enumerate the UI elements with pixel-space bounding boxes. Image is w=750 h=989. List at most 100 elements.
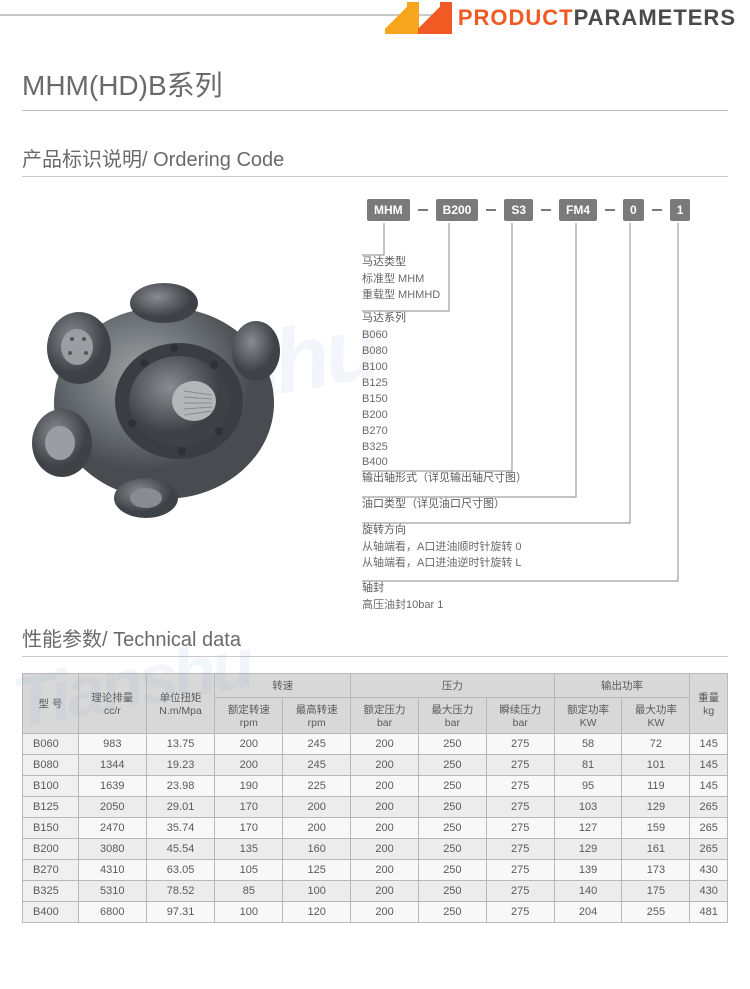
table-cell: 6800 — [78, 902, 146, 923]
spec-block-line: B100 — [362, 360, 406, 376]
spec-block-header: 马达类型 — [362, 255, 440, 271]
table-cell: 2470 — [78, 818, 146, 839]
table-cell: 35.74 — [146, 818, 215, 839]
banner: PRODUCT PARAMETERS — [0, 0, 750, 54]
table-cell: 81 — [554, 755, 622, 776]
table-cell: 78.52 — [146, 881, 215, 902]
table-cell: 200 — [283, 797, 351, 818]
table-cell: 29.01 — [146, 797, 215, 818]
motor-illustration — [14, 273, 304, 518]
tech-table-head: 型 号理论排量cc/r单位扭矩N.m/Mpa转速压力输出功率重量kg 额定转速r… — [23, 674, 728, 734]
code-box: S3 — [504, 199, 533, 221]
table-row: B080134419.2320024520025027581101145 — [23, 755, 728, 776]
spec-block-line: B270 — [362, 424, 406, 440]
table-cell: 19.23 — [146, 755, 215, 776]
table-cell: 1639 — [78, 776, 146, 797]
table-row: B200308045.54135160200250275129161265 — [23, 839, 728, 860]
code-dash — [418, 209, 428, 211]
table-cell: 161 — [622, 839, 690, 860]
table-cell: 430 — [690, 860, 728, 881]
table-cell: 5310 — [78, 881, 146, 902]
spec-block-line: B080 — [362, 344, 406, 360]
table-cell: 275 — [486, 818, 554, 839]
spec-block: 旋转方向从轴端看，A口进油顺时针旋转 0从轴端看，A口进油逆时针旋转 L — [362, 523, 522, 572]
spec-block-header: 旋转方向 — [362, 523, 522, 539]
code-box: 0 — [623, 199, 644, 221]
table-subheader: 最高转速rpm — [283, 698, 351, 734]
table-row: B125205029.01170200200250275103129265 — [23, 797, 728, 818]
spec-block-line: 标准型 MHM — [362, 272, 440, 288]
spec-block: 马达系列B060B080B100B125B150B200B270B325B400 — [362, 311, 406, 471]
table-cell: 200 — [351, 776, 419, 797]
banner-seg-red — [440, 2, 452, 34]
table-cell: 97.31 — [146, 902, 215, 923]
table-cell: 3080 — [78, 839, 146, 860]
table-cell: 250 — [418, 734, 486, 755]
spec-block-line: 重载型 MHMHD — [362, 288, 440, 304]
table-cell: 145 — [690, 734, 728, 755]
page-title: MHM(HD)B系列 — [22, 64, 728, 111]
spec-block-line: B060 — [362, 328, 406, 344]
table-subheader: 最大功率KW — [622, 698, 690, 734]
table-subheader: 额定功率KW — [554, 698, 622, 734]
banner-chevron-2 — [418, 2, 440, 34]
table-header: 转速 — [215, 674, 351, 698]
table-cell: 58 — [554, 734, 622, 755]
table-cell: 105 — [215, 860, 283, 881]
table-cell: 265 — [690, 797, 728, 818]
table-cell: 175 — [622, 881, 690, 902]
table-cell: 190 — [215, 776, 283, 797]
table-cell: 250 — [418, 776, 486, 797]
code-box: B200 — [436, 199, 479, 221]
table-cell: B200 — [23, 839, 79, 860]
table-subheader: 额定压力bar — [351, 698, 419, 734]
table-cell: 129 — [554, 839, 622, 860]
banner-title-accent: PRODUCT — [458, 5, 574, 31]
table-cell: 103 — [554, 797, 622, 818]
table-cell: 430 — [690, 881, 728, 902]
spec-block-header: 输出轴形式（详见输出轴尺寸图） — [362, 471, 527, 487]
table-cell: B125 — [23, 797, 79, 818]
spec-block-line: B400 — [362, 455, 406, 471]
tech-subtitle: 性能参数/ Technical data — [22, 623, 728, 657]
table-cell: 245 — [283, 755, 351, 776]
table-cell: 200 — [351, 818, 419, 839]
content-area: MHM(HD)B系列 产品标识说明/ Ordering Code Tianshu — [0, 64, 750, 923]
table-cell: 200 — [351, 881, 419, 902]
table-cell: 160 — [283, 839, 351, 860]
table-cell: 200 — [351, 902, 419, 923]
table-cell: 2050 — [78, 797, 146, 818]
table-header: 理论排量cc/r — [78, 674, 146, 734]
table-row: B150247035.74170200200250275127159265 — [23, 818, 728, 839]
tech-table-wrap: Tianshu 型 号理论排量cc/r单位扭矩N.m/Mpa转速压力输出功率重量… — [22, 673, 728, 923]
table-cell: 255 — [622, 902, 690, 923]
table-subheader: 最大压力bar — [418, 698, 486, 734]
table-cell: 23.98 — [146, 776, 215, 797]
table-subheader: 瞬续压力bar — [486, 698, 554, 734]
table-header: 型 号 — [23, 674, 79, 734]
code-box: FM4 — [559, 199, 597, 221]
table-cell: 275 — [486, 734, 554, 755]
spec-block: 油口类型（详见油口尺寸图） — [362, 497, 505, 514]
tech-table-body: B06098313.752002452002502755872145B08013… — [23, 734, 728, 923]
table-cell: 200 — [351, 797, 419, 818]
table-cell: 245 — [283, 734, 351, 755]
table-row: B270431063.05105125200250275139173430 — [23, 860, 728, 881]
table-cell: 85 — [215, 881, 283, 902]
table-cell: 481 — [690, 902, 728, 923]
code-dash — [652, 209, 662, 211]
table-cell: 120 — [283, 902, 351, 923]
table-row: B400680097.31100120200250275204255481 — [23, 902, 728, 923]
table-subheader: 额定转速rpm — [215, 698, 283, 734]
table-cell: 275 — [486, 797, 554, 818]
ordering-subtitle: 产品标识说明/ Ordering Code — [22, 143, 728, 177]
table-cell: 127 — [554, 818, 622, 839]
table-cell: 200 — [215, 755, 283, 776]
table-cell: 200 — [215, 734, 283, 755]
table-cell: 250 — [418, 860, 486, 881]
table-cell: 200 — [351, 755, 419, 776]
table-cell: 250 — [418, 881, 486, 902]
table-cell: 204 — [554, 902, 622, 923]
table-cell: 275 — [486, 839, 554, 860]
code-boxes: MHMB200S3FM401 — [367, 199, 690, 221]
